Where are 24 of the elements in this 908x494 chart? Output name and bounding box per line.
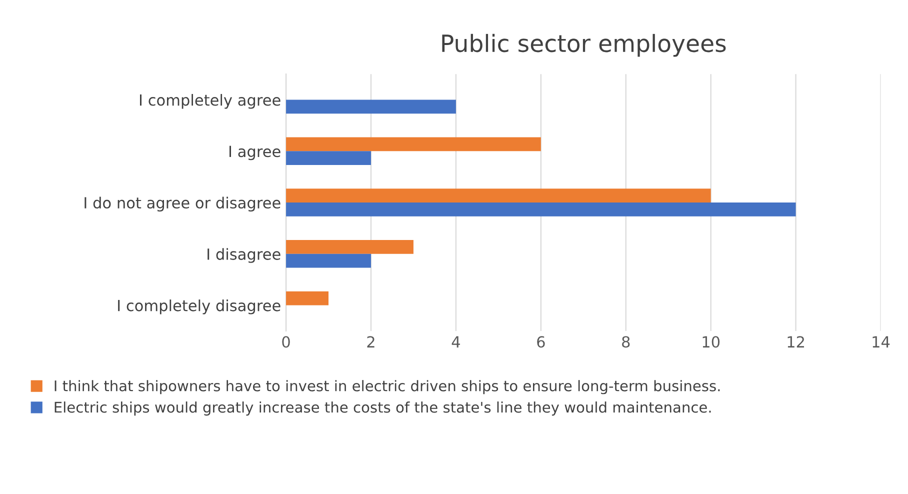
x-tick-label: 12	[788, 336, 804, 348]
bar	[286, 202, 796, 216]
y-tick-label: I agree	[229, 146, 280, 160]
bar	[286, 151, 371, 166]
x-tick-label: 6	[537, 336, 545, 348]
bar	[286, 291, 328, 306]
y-tick-label: I completely disagree	[118, 299, 280, 314]
x-tick-label: 4	[452, 336, 460, 348]
bar	[286, 188, 711, 203]
y-tick-label: I do not agree or disagree	[84, 196, 280, 212]
y-tick-label: I disagree	[208, 248, 280, 263]
bar	[286, 254, 371, 268]
x-tick-label: 14	[872, 336, 890, 348]
bar	[286, 240, 414, 254]
bar	[286, 100, 456, 114]
x-tick-label: 2	[367, 336, 374, 348]
legend-label: I think that shipowners have to invest in electric driven ships to ensure long-term business.	[54, 380, 720, 394]
y-tick-label: I completely agree	[140, 94, 280, 109]
x-tick-label: 8	[622, 336, 630, 348]
x-tick-label: 0	[282, 336, 290, 348]
bar	[286, 137, 541, 152]
legend-label: Electric ships would greatly increase the costs of the state's line they would maintenance.	[54, 401, 711, 416]
x-tick-label: 10	[702, 336, 720, 348]
chart-title: Public sector employees	[442, 34, 726, 57]
